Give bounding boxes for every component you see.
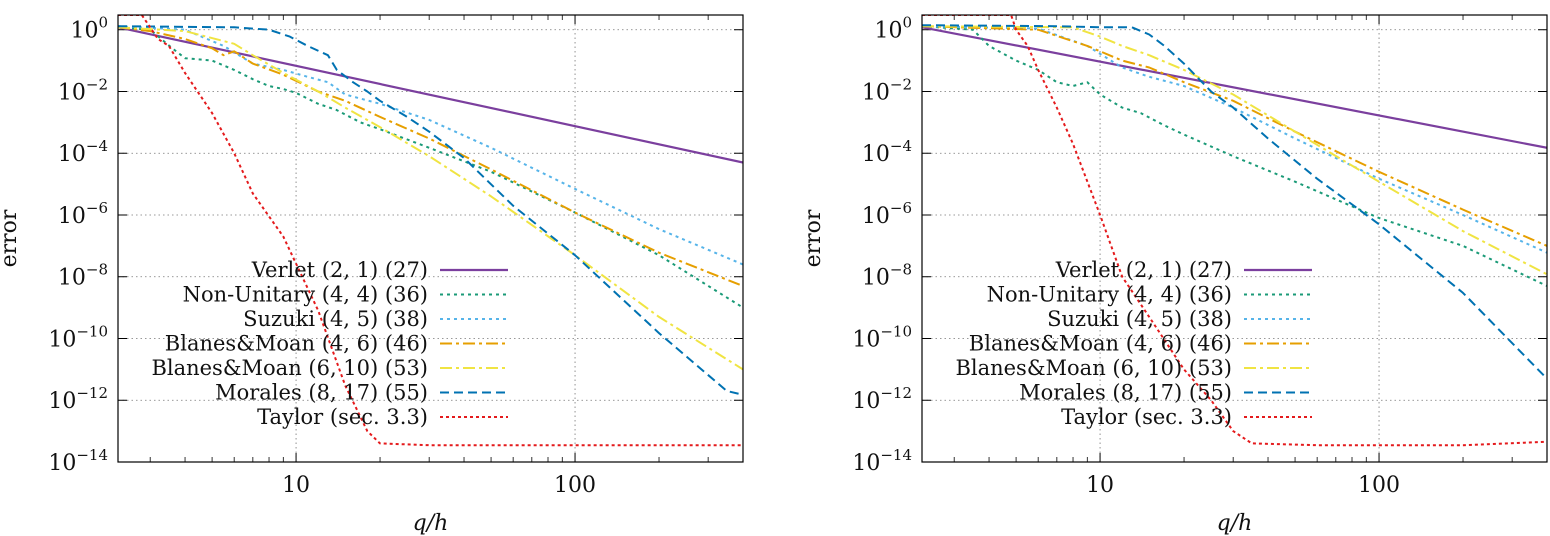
series-line-4	[922, 25, 1547, 276]
y-tick-exponent: −4	[86, 137, 108, 155]
grid	[118, 15, 743, 463]
y-axis-label: error	[801, 209, 826, 267]
x-axis-label: q/h	[413, 511, 449, 536]
y-tick-label: 10−6	[58, 199, 108, 229]
y-axis-label: error	[0, 209, 22, 267]
y-tick-label: 100	[874, 14, 912, 44]
series-line-4	[118, 26, 743, 371]
plot-frame	[117, 14, 744, 463]
y-tick-base: 10	[58, 142, 86, 167]
series-line-1	[922, 25, 1547, 287]
y-tick-label: 10−2	[58, 75, 108, 105]
legend: Verlet (2, 1) (27)Non-Unitary (4, 4) (36…	[151, 258, 508, 429]
y-tick-label: 10−8	[862, 261, 912, 291]
legend-label-3: Blanes&Moan (4, 6) (46)	[969, 332, 1232, 356]
y-tick-base: 10	[862, 266, 890, 291]
y-tick-base: 10	[862, 204, 890, 229]
x-tick-label: 10	[1086, 473, 1114, 498]
legend-label-1: Non-Unitary (4, 4) (36)	[183, 283, 428, 307]
legend-label-5: Morales (8, 17) (55)	[1019, 381, 1232, 405]
grid	[922, 15, 1547, 463]
y-tick-base: 10	[58, 204, 86, 229]
x-tick-label: 100	[1358, 473, 1400, 498]
y-tick-exponent: −10	[880, 322, 912, 340]
y-tick-exponent: −10	[76, 322, 108, 340]
series-line-6	[118, 15, 743, 447]
y-tick-base: 10	[862, 142, 890, 167]
series-line-5	[118, 25, 743, 396]
y-tick-base: 10	[58, 266, 86, 291]
y-tick-base: 10	[852, 451, 880, 476]
legend-label-0: Verlet (2, 1) (27)	[251, 258, 428, 282]
y-tick-base: 10	[48, 327, 76, 352]
y-tick-label: 10−4	[862, 137, 912, 167]
y-tick-exponent: 0	[902, 14, 912, 32]
legend-label-2: Suzuki (4, 5) (38)	[1047, 307, 1232, 331]
y-tick-exponent: 0	[98, 14, 108, 32]
y-tick-exponent: −12	[76, 384, 108, 402]
y-tick-label: 10−6	[862, 199, 912, 229]
legend-label-0: Verlet (2, 1) (27)	[1055, 258, 1232, 282]
plot-frame	[921, 14, 1548, 463]
y-tick-label: 10−14	[48, 446, 108, 476]
series-line-5	[922, 24, 1547, 380]
series-line-3	[922, 25, 1547, 247]
y-tick-exponent: −14	[76, 446, 108, 464]
y-tick-base: 10	[852, 389, 880, 414]
x-tick-label: 10	[282, 473, 310, 498]
series-line-0	[922, 26, 1547, 149]
series-line-2	[118, 25, 743, 266]
y-tick-label: 10−4	[58, 137, 108, 167]
y-tick-label: 10−10	[852, 322, 912, 352]
legend-label-6: Taylor (sec. 3.3)	[257, 405, 428, 429]
legend-label-4: Blanes&Moan (6, 10) (53)	[151, 356, 428, 380]
y-tick-base: 10	[70, 19, 98, 44]
y-tick-exponent: −8	[86, 261, 108, 279]
y-tick-exponent: −6	[86, 199, 108, 217]
x-tick-label: 100	[554, 473, 596, 498]
legend-label-3: Blanes&Moan (4, 6) (46)	[165, 332, 428, 356]
y-tick-label: 10−8	[58, 261, 108, 291]
left-panel: 10 10010010−210−410−610−810−1010−1210−14q…	[0, 14, 744, 536]
legend-label-5: Morales (8, 17) (55)	[215, 381, 428, 405]
series-line-0	[118, 26, 743, 164]
right-panel: 10 10010010−210−410−610−810−1010−1210−14q…	[801, 14, 1548, 536]
x-axis-label: q/h	[1217, 511, 1253, 536]
series-group	[922, 15, 1547, 447]
y-tick-base: 10	[58, 80, 86, 105]
y-tick-base: 10	[862, 80, 890, 105]
legend-label-1: Non-Unitary (4, 4) (36)	[987, 283, 1232, 307]
series-line-6	[922, 15, 1547, 447]
y-tick-exponent: −2	[890, 75, 912, 93]
series-line-1	[118, 26, 743, 309]
y-tick-label: 100	[70, 14, 108, 44]
legend: Verlet (2, 1) (27)Non-Unitary (4, 4) (36…	[955, 258, 1312, 429]
series-group	[118, 15, 743, 447]
y-tick-label: 10−12	[852, 384, 912, 414]
y-tick-label: 10−2	[862, 75, 912, 105]
y-tick-exponent: −2	[86, 75, 108, 93]
series-line-3	[118, 26, 743, 287]
y-tick-label: 10−10	[48, 322, 108, 352]
y-tick-exponent: −6	[890, 199, 912, 217]
y-tick-exponent: −14	[880, 446, 912, 464]
y-tick-base: 10	[852, 327, 880, 352]
y-tick-base: 10	[48, 389, 76, 414]
y-tick-exponent: −8	[890, 261, 912, 279]
y-tick-base: 10	[874, 19, 902, 44]
series-line-2	[922, 25, 1547, 254]
legend-label-2: Suzuki (4, 5) (38)	[243, 307, 428, 331]
y-tick-base: 10	[48, 451, 76, 476]
y-tick-exponent: −12	[880, 384, 912, 402]
y-tick-label: 10−12	[48, 384, 108, 414]
y-tick-label: 10−14	[852, 446, 912, 476]
y-tick-exponent: −4	[890, 137, 912, 155]
legend-label-6: Taylor (sec. 3.3)	[1061, 405, 1232, 429]
legend-label-4: Blanes&Moan (6, 10) (53)	[955, 356, 1232, 380]
